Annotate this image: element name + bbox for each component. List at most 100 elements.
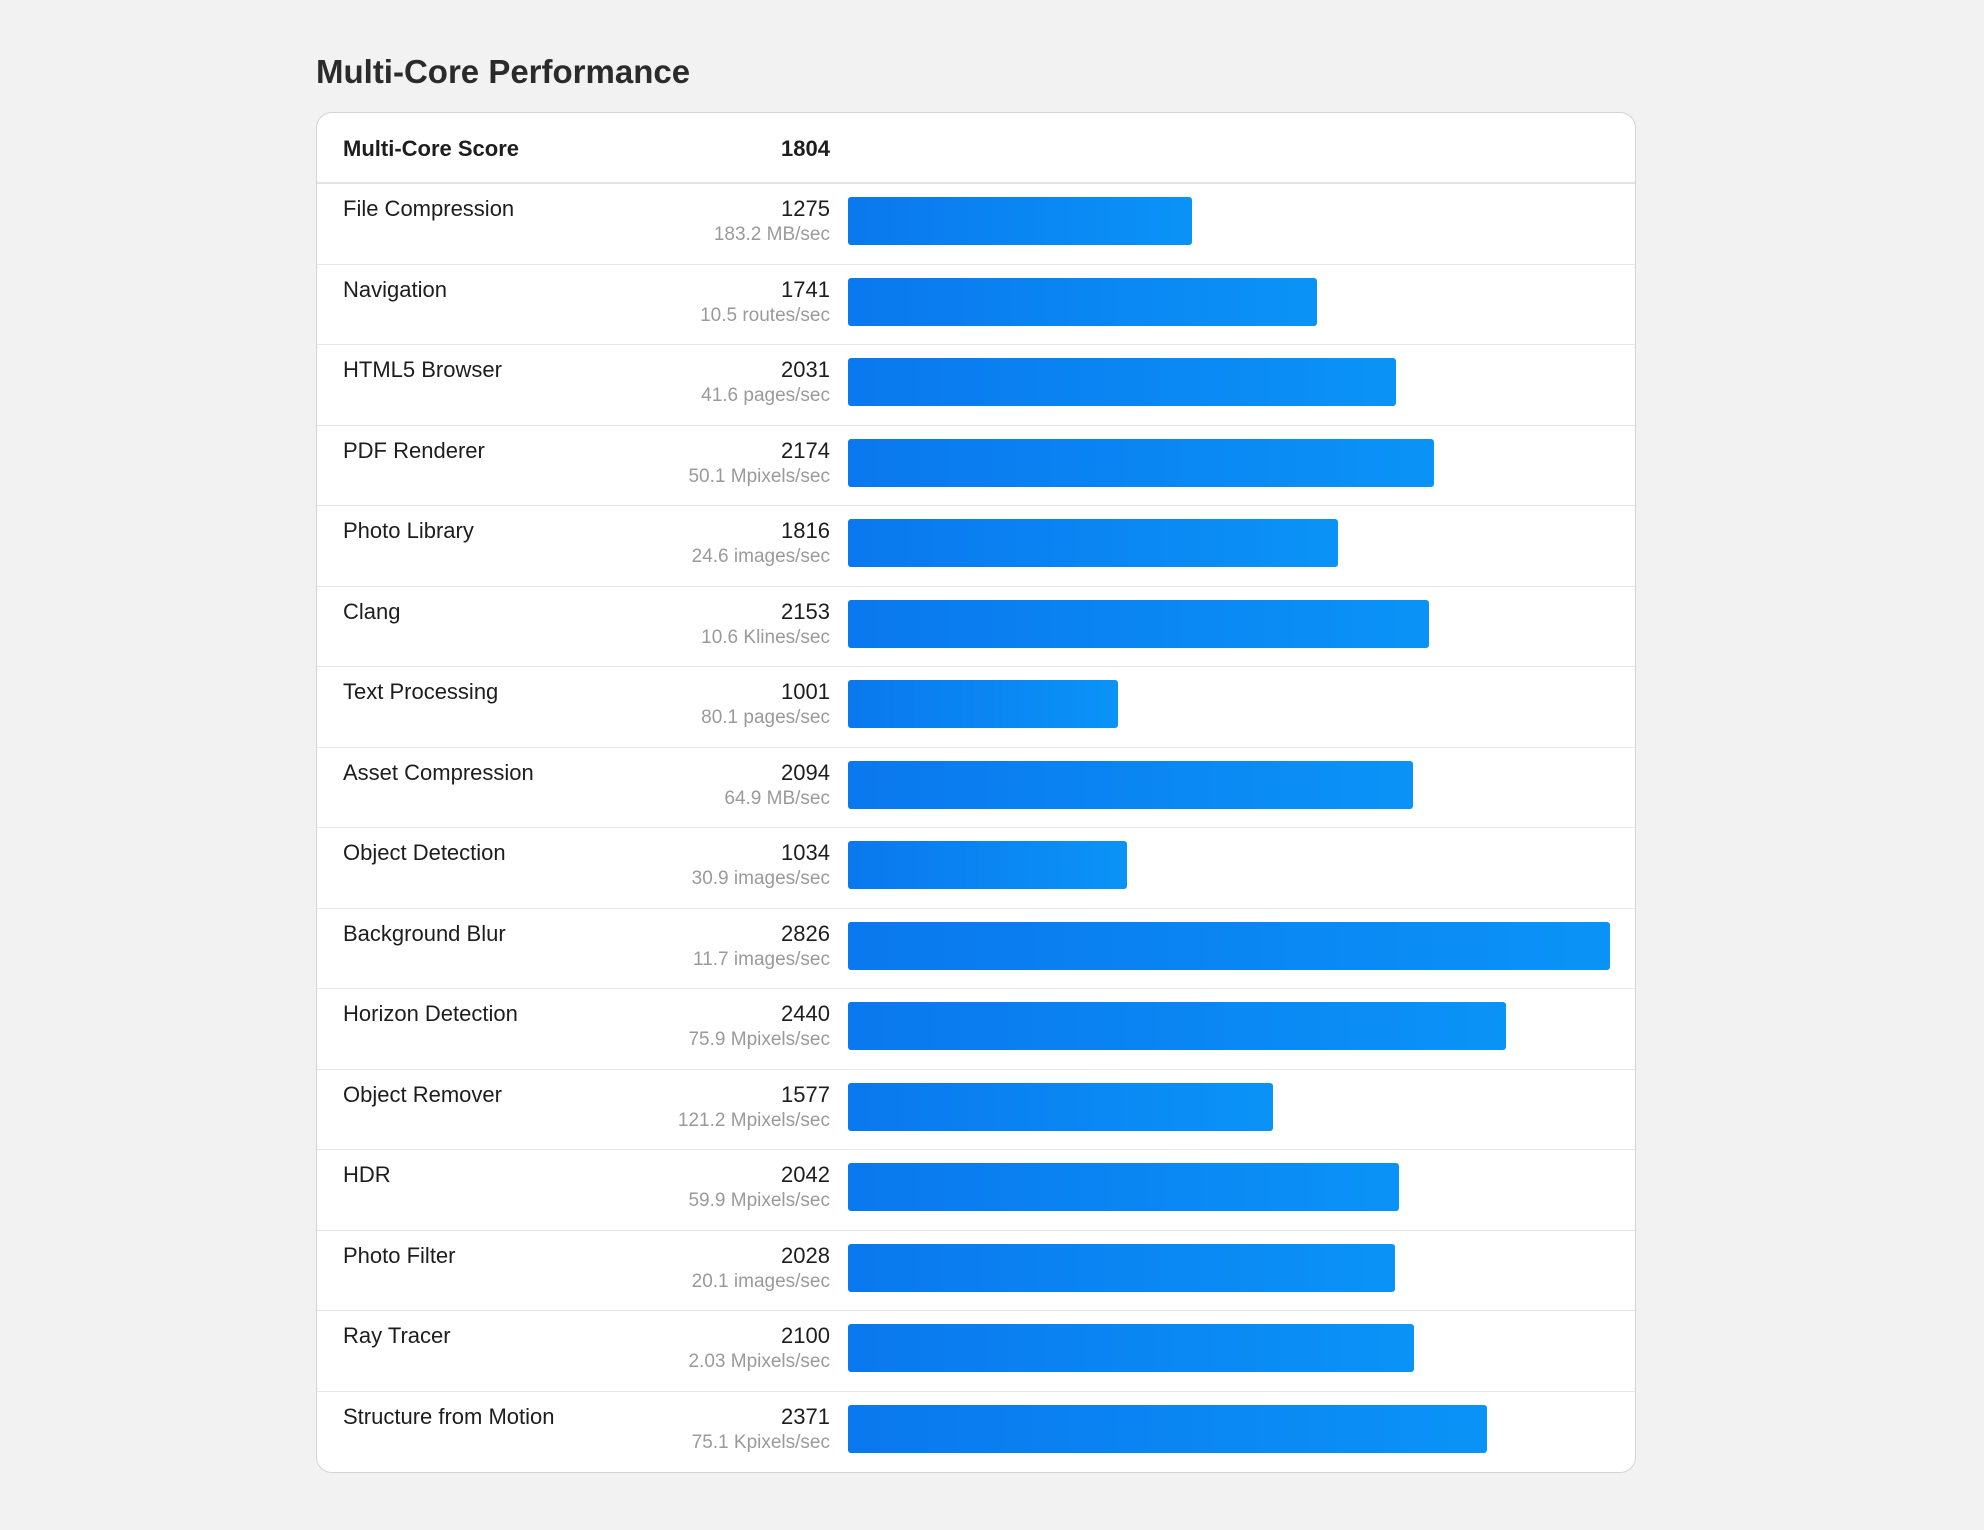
benchmark-name: Clang [343, 598, 401, 624]
benchmark-bar-track [848, 921, 1610, 970]
benchmark-row: Text Processing 1001 80.1 pages/sec [317, 667, 1635, 748]
benchmark-row: Photo Filter 2028 20.1 images/sec [317, 1231, 1635, 1311]
benchmark-bar-track [848, 197, 1610, 245]
benchmark-bar [848, 438, 1434, 487]
benchmark-rate: 183.2 MB/sec [713, 224, 830, 245]
benchmark-rate: 24.6 images/sec [691, 546, 830, 567]
benchmark-name: Horizon Detection [343, 1001, 518, 1026]
benchmark-bar [848, 1243, 1395, 1292]
benchmark-name: Ray Tracer [343, 1323, 451, 1348]
benchmark-name: File Compression [343, 196, 515, 221]
benchmark-name: Photo Library [343, 518, 474, 543]
benchmark-bar [848, 1404, 1487, 1453]
benchmark-rate: 75.9 Mpixels/sec [688, 1029, 830, 1050]
benchmark-bar-track [848, 760, 1610, 809]
benchmark-score: 2042 [781, 1162, 830, 1187]
benchmark-bar-track [848, 680, 1610, 728]
benchmark-bar [848, 1324, 1414, 1372]
benchmark-bar-track [848, 1082, 1610, 1131]
benchmark-rate: 75.1 Kpixels/sec [691, 1431, 830, 1453]
benchmark-bar [848, 921, 1610, 970]
benchmark-rate: 2.03 Mpixels/sec [688, 1351, 830, 1372]
benchmark-score: 2028 [781, 1242, 830, 1268]
benchmark-row: Horizon Detection 2440 75.9 Mpixels/sec [317, 989, 1635, 1070]
summary-label: Multi-Core Score [343, 136, 520, 161]
benchmark-score: 2440 [781, 1001, 830, 1026]
benchmark-bar [848, 1163, 1399, 1211]
benchmark-rate: 20.1 images/sec [691, 1270, 830, 1292]
benchmark-name: Object Detection [343, 840, 506, 865]
benchmark-score: 2100 [781, 1323, 830, 1348]
benchmark-rate: 41.6 pages/sec [701, 385, 830, 406]
benchmark-bar-track [848, 1404, 1610, 1453]
benchmark-bar [848, 1082, 1273, 1131]
benchmark-rate: 11.7 images/sec [693, 948, 830, 970]
benchmark-name: PDF Renderer [343, 437, 485, 463]
page-title: Multi-Core Performance [316, 53, 691, 90]
benchmark-row: Clang 2153 10.6 Klines/sec [317, 587, 1635, 667]
benchmark-list: File Compression 1275 183.2 MB/sec Navigati… [317, 184, 1635, 1472]
benchmark-rate: 59.9 Mpixels/sec [688, 1190, 830, 1211]
benchmark-rate: 10.6 Klines/sec [701, 626, 830, 648]
benchmark-name: HTML5 Browser [343, 357, 502, 382]
benchmark-row: Background Blur 2826 11.7 images/sec [317, 909, 1635, 989]
results-card: Multi-Core Score 1804 File Compression 12… [316, 112, 1636, 1473]
benchmark-bar [848, 519, 1338, 567]
benchmark-score: 1741 [781, 276, 830, 302]
benchmark-row: Object Remover 1577 121.2 Mpixels/sec [317, 1070, 1635, 1150]
benchmark-score: 1034 [781, 840, 830, 865]
benchmark-score: 1816 [781, 518, 830, 543]
benchmark-row: Navigation 1741 10.5 routes/sec [317, 265, 1635, 345]
benchmark-bar [848, 1002, 1506, 1050]
summary-score: 1804 [781, 136, 830, 161]
benchmark-score: 1001 [781, 679, 830, 704]
benchmark-score: 2153 [781, 598, 830, 624]
benchmark-bar [848, 358, 1396, 406]
benchmark-row: Object Detection 1034 30.9 images/sec [317, 828, 1635, 909]
benchmark-row: HDR 2042 59.9 Mpixels/sec [317, 1150, 1635, 1231]
benchmark-bar [848, 841, 1127, 889]
benchmark-score: 2174 [781, 437, 830, 463]
benchmark-name: Photo Filter [343, 1242, 456, 1268]
benchmark-score: 1577 [781, 1081, 830, 1107]
benchmark-name: Object Remover [343, 1081, 502, 1107]
page: Multi-Core Performance Multi-Core Score … [316, 48, 1636, 1473]
benchmark-bar-track [848, 438, 1610, 487]
benchmark-score: 1275 [781, 196, 830, 221]
benchmark-bar-track [848, 599, 1610, 648]
benchmark-rate: 50.1 Mpixels/sec [688, 465, 830, 487]
benchmark-score: 2094 [781, 759, 830, 785]
benchmark-bar-track [848, 841, 1610, 889]
benchmark-row: Ray Tracer 2100 2.03 Mpixels/sec [317, 1311, 1635, 1392]
benchmark-bar [848, 760, 1413, 809]
benchmark-bar [848, 277, 1317, 326]
benchmark-row: HTML5 Browser 2031 41.6 pages/sec [317, 345, 1635, 426]
benchmark-name: Navigation [343, 276, 447, 302]
benchmark-rate: 80.1 pages/sec [701, 707, 830, 728]
benchmark-score: 2371 [781, 1403, 830, 1429]
benchmark-name: HDR [343, 1162, 391, 1187]
benchmark-rate: 64.9 MB/sec [724, 787, 830, 809]
benchmark-name: Asset Compression [343, 759, 534, 785]
benchmark-name: Background Blur [343, 920, 506, 946]
benchmark-bar-track [848, 1163, 1610, 1211]
benchmark-row: Asset Compression 2094 64.9 MB/sec [317, 748, 1635, 828]
benchmark-name: Text Processing [343, 679, 499, 704]
benchmark-name: Structure from Motion [343, 1403, 555, 1429]
benchmark-bar [848, 680, 1118, 728]
benchmark-row: PDF Renderer 2174 50.1 Mpixels/sec [317, 426, 1635, 506]
benchmark-bar [848, 197, 1192, 245]
benchmark-score: 2031 [781, 357, 830, 382]
benchmark-rate: 30.9 images/sec [691, 868, 830, 889]
benchmark-rate: 121.2 Mpixels/sec [677, 1109, 830, 1131]
benchmark-bar-track [848, 1324, 1610, 1372]
benchmark-bar-track [848, 277, 1610, 326]
benchmark-bar [848, 599, 1429, 648]
benchmark-row: Photo Library 1816 24.6 images/sec [317, 506, 1635, 587]
summary-row: Multi-Core Score 1804 [317, 113, 1635, 184]
benchmark-bar-track [848, 1002, 1610, 1050]
benchmark-row: File Compression 1275 183.2 MB/sec [317, 184, 1635, 265]
benchmark-bar-track [848, 1243, 1610, 1292]
benchmark-row: Structure from Motion 2371 75.1 Kpixels/se… [317, 1392, 1635, 1473]
benchmark-score: 2826 [781, 920, 830, 946]
